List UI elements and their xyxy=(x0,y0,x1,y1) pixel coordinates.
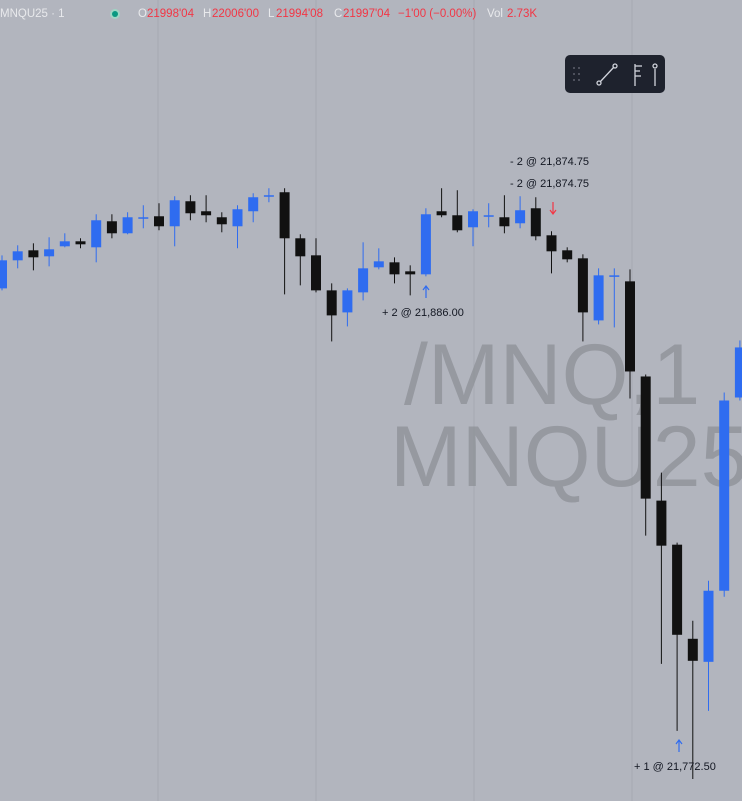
candle-body xyxy=(28,250,39,258)
trend-line-tool[interactable] xyxy=(596,63,618,86)
candle-body xyxy=(499,217,510,227)
watermark: /MNQ,1 xyxy=(404,327,700,423)
candle-body xyxy=(311,255,321,291)
close-value: 21997'04 xyxy=(343,8,391,20)
volume-value: 2.73K xyxy=(507,8,537,20)
candle-body xyxy=(216,217,227,225)
candle-body xyxy=(609,275,620,277)
candle-body xyxy=(106,221,117,234)
vertical-line-tool[interactable] xyxy=(652,63,658,86)
fib-tool[interactable] xyxy=(634,64,642,86)
candle-body xyxy=(656,500,667,546)
candle-body xyxy=(154,216,164,227)
candle-body xyxy=(12,251,23,261)
candle-body xyxy=(452,215,463,231)
close-label: C xyxy=(334,8,342,20)
candle-body xyxy=(703,590,714,662)
candle-body xyxy=(640,376,651,499)
drawing-toolbar xyxy=(565,55,665,93)
high-value: 22006'00 xyxy=(212,8,259,20)
candle-body xyxy=(468,211,478,228)
drag-handle[interactable] xyxy=(573,67,580,81)
candles xyxy=(0,188,742,779)
candle-body xyxy=(279,192,290,239)
sell-arrow xyxy=(549,202,557,215)
symbol[interactable]: MNQU25 · 1 xyxy=(0,8,65,20)
candle-body xyxy=(122,217,133,234)
candle-body xyxy=(562,250,573,260)
candle-body xyxy=(593,275,604,321)
trade-label: - 2 @ 21,874.75 xyxy=(510,178,589,190)
candle-body xyxy=(530,208,541,237)
open-label: O xyxy=(138,8,147,20)
candle-body xyxy=(515,210,526,224)
candle-body xyxy=(420,214,431,275)
candle-body xyxy=(405,271,416,275)
candle-body xyxy=(546,235,557,252)
candle-body xyxy=(232,209,243,227)
candle-body xyxy=(326,290,337,316)
trade-label: + 1 @ 21,772.50 xyxy=(634,761,716,773)
candle-body xyxy=(185,201,196,214)
candle-body xyxy=(672,544,683,635)
open-value: 21998'04 xyxy=(147,8,195,20)
trade-label: + 2 @ 21,886.00 xyxy=(382,307,464,319)
candle-body xyxy=(436,211,447,216)
candle-body xyxy=(342,290,353,313)
status-dot xyxy=(112,11,118,17)
candle-body xyxy=(75,241,86,245)
volume-label: Vol xyxy=(487,8,503,20)
candle-body xyxy=(138,217,149,219)
candle-body xyxy=(59,241,70,247)
candle-body xyxy=(0,260,7,289)
candle-body xyxy=(373,261,384,268)
candle-body xyxy=(263,195,274,197)
grid xyxy=(157,0,633,801)
candle-body xyxy=(734,347,742,398)
change-value: −1'00 (−0.00%) xyxy=(398,8,476,20)
buy-arrow xyxy=(422,285,430,298)
candle-body xyxy=(625,281,635,372)
candle-body xyxy=(687,638,698,661)
trade-label: - 2 @ 21,874.75 xyxy=(510,156,589,168)
candle-body xyxy=(389,262,400,275)
watermark: MNQU25 xyxy=(390,409,742,505)
low-label: L xyxy=(268,8,275,20)
candle-body xyxy=(483,215,494,217)
toolbar-bg xyxy=(565,55,665,93)
candle-body xyxy=(248,197,259,212)
candle-body xyxy=(44,249,55,257)
buy-arrow xyxy=(675,739,683,752)
candle-body xyxy=(295,238,306,257)
low-value: 21994'08 xyxy=(276,8,323,20)
candle-body xyxy=(91,220,102,248)
candle-body xyxy=(201,211,212,216)
candle-body xyxy=(358,268,369,293)
candle-body xyxy=(719,400,730,591)
high-label: H xyxy=(203,8,211,20)
candle-body xyxy=(577,258,588,313)
candle-body xyxy=(169,200,180,227)
